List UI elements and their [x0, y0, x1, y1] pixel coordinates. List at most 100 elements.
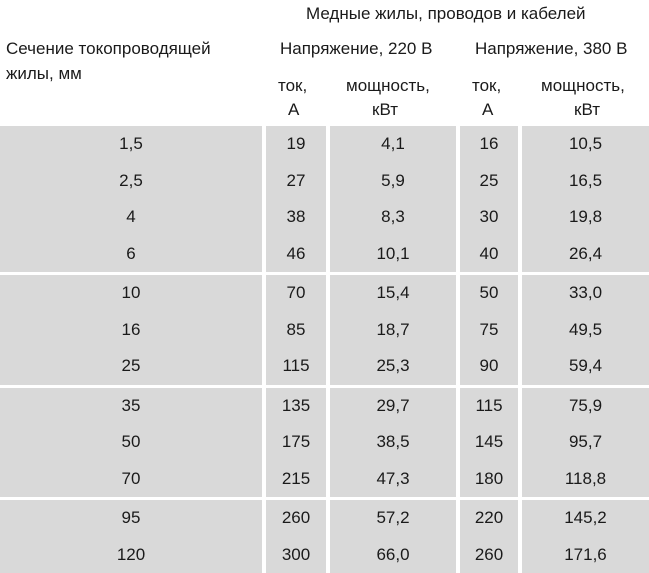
power-380-cell: 145,2: [522, 500, 649, 537]
power-220-cell: 57,2: [330, 500, 456, 537]
current-380-cell: 180: [460, 461, 518, 498]
current-380-cell: 40: [460, 236, 518, 273]
group-title: Медные жилы, проводов и кабелей: [306, 4, 586, 24]
current-380-cell: 90: [460, 348, 518, 385]
current-380-cell: 115: [460, 388, 518, 425]
cross-section-cell: 1,5: [0, 126, 262, 163]
cable-table: Медные жилы, проводов и кабелей Сечение …: [0, 0, 649, 560]
cross-section-cell: 70: [0, 461, 262, 498]
column-divider: [518, 275, 522, 385]
current-220-cell: 27: [266, 163, 326, 200]
current-220-cell: 175: [266, 424, 326, 461]
power-220-cell: 8,3: [330, 199, 456, 236]
column-divider: [518, 388, 522, 498]
current-380-cell: 16: [460, 126, 518, 163]
current-220-cell: 19: [266, 126, 326, 163]
power-380-label-line1: мощность,: [541, 76, 625, 96]
power-220-cell: 38,5: [330, 424, 456, 461]
column-divider: [326, 388, 330, 498]
section-label-line1: Сечение токопроводящей: [6, 39, 211, 59]
power-220-cell: 10,1: [330, 236, 456, 273]
current-220-label-line1: ток,: [278, 76, 307, 96]
current-220-cell: 260: [266, 500, 326, 537]
power-380-cell: 75,9: [522, 388, 649, 425]
voltage-220-label: Напряжение, 220 В: [280, 39, 432, 59]
current-220-cell: 135: [266, 388, 326, 425]
cross-section-cell: 16: [0, 312, 262, 349]
power-220-cell: 15,4: [330, 275, 456, 312]
current-380-cell: 220: [460, 500, 518, 537]
power-380-cell: 19,8: [522, 199, 649, 236]
column-divider: [326, 500, 330, 573]
power-220-cell: 4,1: [330, 126, 456, 163]
column-divider: [518, 500, 522, 573]
column-divider: [262, 500, 266, 573]
column-divider: [456, 500, 460, 573]
current-220-cell: 115: [266, 348, 326, 385]
current-380-label-line1: ток,: [472, 76, 501, 96]
column-divider: [262, 388, 266, 498]
power-380-cell: 171,6: [522, 537, 649, 573]
power-220-cell: 29,7: [330, 388, 456, 425]
power-380-cell: 33,0: [522, 275, 649, 312]
column-divider: [262, 275, 266, 385]
current-220-cell: 215: [266, 461, 326, 498]
cross-section-cell: 95: [0, 500, 262, 537]
current-380-cell: 25: [460, 163, 518, 200]
power-220-cell: 5,9: [330, 163, 456, 200]
current-220-cell: 38: [266, 199, 326, 236]
voltage-380-label: Напряжение, 380 В: [475, 39, 627, 59]
cross-section-cell: 35: [0, 388, 262, 425]
power-380-cell: 118,8: [522, 461, 649, 498]
cross-section-cell: 25: [0, 348, 262, 385]
power-220-cell: 18,7: [330, 312, 456, 349]
current-380-cell: 145: [460, 424, 518, 461]
power-380-cell: 95,7: [522, 424, 649, 461]
current-220-cell: 46: [266, 236, 326, 273]
cross-section-cell: 4: [0, 199, 262, 236]
power-380-cell: 49,5: [522, 312, 649, 349]
cross-section-cell: 50: [0, 424, 262, 461]
power-220-cell: 47,3: [330, 461, 456, 498]
current-380-cell: 30: [460, 199, 518, 236]
power-380-label-line2: кВт: [574, 100, 600, 120]
cross-section-cell: 120: [0, 537, 262, 573]
power-380-cell: 10,5: [522, 126, 649, 163]
power-220-cell: 66,0: [330, 537, 456, 573]
current-380-label-line2: А: [482, 100, 493, 120]
current-220-cell: 300: [266, 537, 326, 573]
current-380-cell: 260: [460, 537, 518, 573]
current-220-cell: 85: [266, 312, 326, 349]
column-divider: [326, 126, 330, 272]
current-380-cell: 75: [460, 312, 518, 349]
power-380-cell: 59,4: [522, 348, 649, 385]
current-380-cell: 50: [460, 275, 518, 312]
power-220-label-line2: кВт: [372, 100, 398, 120]
column-divider: [456, 275, 460, 385]
power-380-cell: 26,4: [522, 236, 649, 273]
power-220-cell: 25,3: [330, 348, 456, 385]
current-220-label-line2: А: [288, 100, 299, 120]
column-divider: [456, 388, 460, 498]
section-label-line2: жилы, мм: [6, 64, 82, 84]
table-header: Медные жилы, проводов и кабелей Сечение …: [0, 0, 649, 126]
current-220-cell: 70: [266, 275, 326, 312]
column-divider: [326, 275, 330, 385]
column-divider: [262, 126, 266, 272]
cross-section-cell: 6: [0, 236, 262, 273]
cross-section-cell: 2,5: [0, 163, 262, 200]
power-380-cell: 16,5: [522, 163, 649, 200]
